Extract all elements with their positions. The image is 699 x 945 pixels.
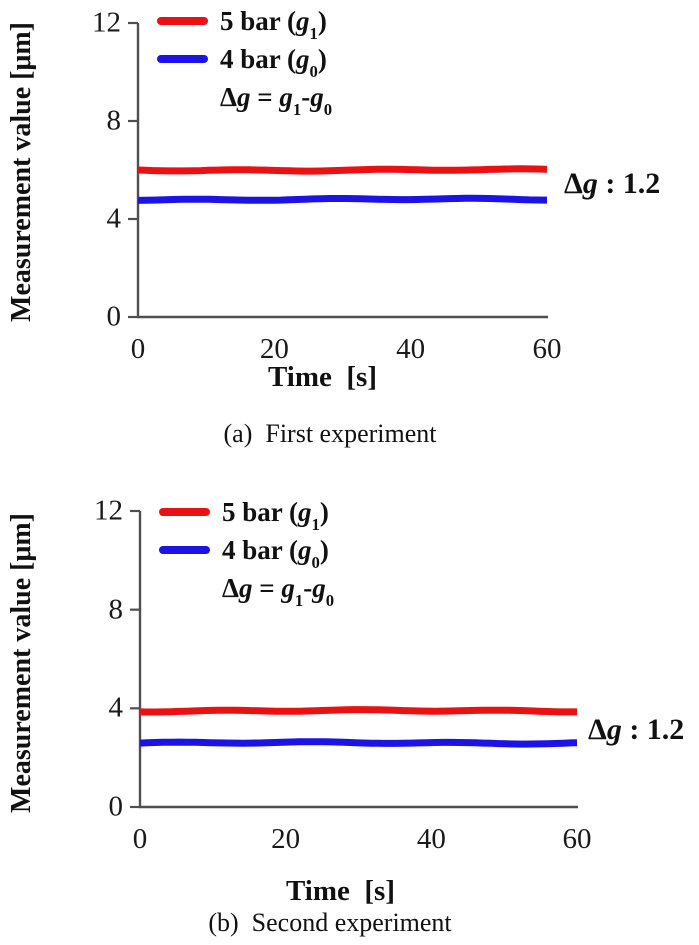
x-tick-label-40: 40 — [416, 823, 446, 855]
plot-area: 5 bar (g1) 4 bar (g0) Δg = g1-g0 0 4 8 12 0 20 4… — [94, 496, 592, 854]
legend-label-text: 4 bar ( — [222, 534, 299, 565]
legend-delta-formula-text: - — [301, 81, 311, 112]
plot-area: 5 bar (g1) 4 bar (g0) Δg = g1-g0 0 4 8 12 0 20 4… — [92, 6, 562, 364]
y-tick-label-0: 0 — [108, 790, 124, 823]
series-line-red-5bar — [139, 706, 577, 716]
legend-label-text: ) — [319, 534, 329, 565]
legend-label-italic-g: g — [296, 43, 310, 74]
y-tick-label-8: 8 — [106, 104, 122, 137]
legend-label-subscript: 1 — [311, 514, 320, 534]
legend-swatch-blue — [157, 55, 208, 63]
delta-annotation-text: : 1.2 — [597, 167, 661, 200]
legend-delta-formula: Δg = g1-g0 — [220, 81, 332, 118]
legend-label-text: ) — [317, 5, 327, 36]
series-line-blue-4bar — [137, 194, 547, 204]
legend-delta-formula-text: Δ — [220, 81, 237, 112]
legend-swatch-red — [159, 508, 210, 516]
legend-row: 5 bar (g1) — [159, 493, 334, 533]
y-tick-label-8: 8 — [108, 593, 124, 626]
legend-row: Δg = g1-g0 — [157, 78, 332, 118]
legend-label-text: 4 bar ( — [220, 43, 297, 74]
x-tick-label-60: 60 — [532, 333, 562, 365]
x-axis-title: Time [s] — [267, 361, 377, 393]
legend-row: Δg = g1-g0 — [159, 569, 334, 609]
x-tick-label-40: 40 — [396, 333, 426, 365]
legend-swatch-blue — [159, 546, 210, 554]
legend-delta-formula-text: Δ — [222, 572, 239, 603]
legend-row: 5 bar (g1) — [157, 2, 332, 42]
y-tick-label-4: 4 — [106, 202, 122, 235]
panel-caption: (b) Second experiment — [208, 908, 452, 937]
x-tick-label-60: 60 — [562, 823, 592, 855]
legend-delta-formula-italic-g: g — [238, 572, 253, 603]
y-tick-label-12: 12 — [92, 6, 121, 39]
legend-delta-formula-text: = — [250, 81, 280, 112]
legend-label: 4 bar (g0) — [220, 43, 327, 80]
plot-svg — [128, 21, 548, 319]
legend-delta-formula-text: = — [252, 572, 282, 603]
x-tick-label-0: 0 — [132, 823, 148, 855]
delta-annotation-text: : 1.2 — [621, 713, 685, 746]
chart-panel-b: Measurement value [μm] 5 bar (g1) 4 bar (… — [0, 488, 699, 945]
legend-delta-formula: Δg = g1-g0 — [222, 572, 334, 609]
legend-label: 5 bar (g1) — [222, 496, 329, 533]
legend-label-subscript: 0 — [309, 61, 318, 81]
legend-row: 4 bar (g0) — [159, 531, 334, 571]
legend: 5 bar (g1) 4 bar (g0) Δg = g1-g0 — [157, 2, 332, 118]
legend-delta-formula-subscript: 0 — [325, 590, 335, 610]
legend-label-italic-g: g — [298, 496, 312, 527]
legend-label-subscript: 0 — [311, 552, 320, 572]
y-tick-label-12: 12 — [94, 494, 123, 527]
legend-delta-formula-italic-g: g — [279, 81, 293, 112]
delta-g-annotation: Δg : 1.2 — [588, 713, 684, 747]
legend-label-text: ) — [319, 496, 329, 527]
series-line-blue-4bar — [139, 738, 578, 748]
x-tick-label-0: 0 — [130, 333, 146, 365]
legend-delta-formula-subscript: 1 — [294, 590, 304, 610]
legend-label-italic-g: g — [298, 534, 312, 565]
legend-label-text: ) — [317, 43, 327, 74]
legend-label-italic-g: g — [296, 5, 310, 36]
legend-delta-formula-italic-g: g — [281, 572, 295, 603]
y-axis-title: Measurement value [μm] — [6, 22, 37, 322]
y-tick-label-4: 4 — [108, 691, 124, 724]
legend-delta-formula-italic-g: g — [310, 81, 324, 112]
series-line-red-5bar — [137, 165, 548, 175]
legend-delta-formula-italic-g: g — [236, 81, 251, 112]
legend-label: 4 bar (g0) — [222, 534, 329, 571]
legend-label-text: 5 bar ( — [220, 5, 297, 36]
legend-delta-formula-text: - — [303, 572, 313, 603]
legend-label-subscript: 1 — [309, 23, 318, 43]
x-axis-title: Time [s] — [285, 875, 395, 907]
y-axis-title: Measurement value [μm] — [6, 513, 37, 813]
delta-annotation-text: Δ — [588, 713, 607, 746]
x-tick-label-20: 20 — [259, 333, 289, 365]
legend-delta-formula-subscript: 1 — [292, 99, 302, 119]
y-tick-label-0: 0 — [106, 300, 122, 333]
legend: 5 bar (g1) 4 bar (g0) Δg = g1-g0 — [159, 493, 334, 609]
legend-label-text: 5 bar ( — [222, 496, 299, 527]
chart-panel-a: Measurement value [μm] 5 bar (g1) 4 bar (… — [0, 0, 699, 470]
legend-delta-formula-italic-g: g — [312, 572, 326, 603]
legend-delta-formula-subscript: 0 — [323, 99, 333, 119]
legend-row: 4 bar (g0) — [157, 40, 332, 80]
panel-caption: (a) First experiment — [223, 419, 437, 448]
delta-annotation-italic-g: g — [582, 167, 598, 200]
delta-annotation-text: Δ — [564, 167, 583, 200]
delta-annotation-italic-g: g — [606, 713, 622, 746]
x-tick-label-20: 20 — [271, 823, 301, 855]
legend-label: 5 bar (g1) — [220, 5, 327, 42]
delta-g-annotation: Δg : 1.2 — [564, 167, 660, 201]
legend-swatch-red — [157, 17, 208, 25]
plot-svg — [130, 509, 578, 809]
